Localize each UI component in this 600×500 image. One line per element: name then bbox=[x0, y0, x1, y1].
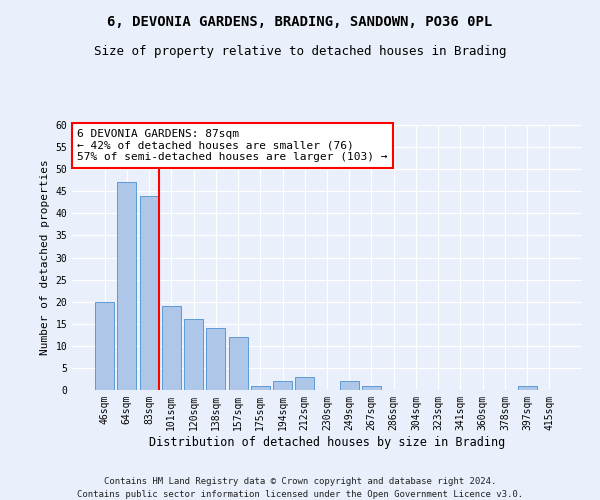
Bar bbox=[229, 337, 248, 390]
Bar bbox=[273, 381, 292, 390]
X-axis label: Distribution of detached houses by size in Brading: Distribution of detached houses by size … bbox=[149, 436, 505, 448]
Bar bbox=[251, 386, 270, 390]
Text: Contains public sector information licensed under the Open Government Licence v3: Contains public sector information licen… bbox=[77, 490, 523, 499]
Bar bbox=[95, 302, 114, 390]
Text: 6, DEVONIA GARDENS, BRADING, SANDOWN, PO36 0PL: 6, DEVONIA GARDENS, BRADING, SANDOWN, PO… bbox=[107, 15, 493, 29]
Text: Size of property relative to detached houses in Brading: Size of property relative to detached ho… bbox=[94, 45, 506, 58]
Bar bbox=[206, 328, 225, 390]
Bar bbox=[118, 182, 136, 390]
Bar bbox=[340, 381, 359, 390]
Bar bbox=[362, 386, 381, 390]
Y-axis label: Number of detached properties: Number of detached properties bbox=[40, 160, 50, 356]
Bar bbox=[295, 377, 314, 390]
Bar bbox=[162, 306, 181, 390]
Bar bbox=[184, 320, 203, 390]
Bar bbox=[518, 386, 536, 390]
Text: 6 DEVONIA GARDENS: 87sqm
← 42% of detached houses are smaller (76)
57% of semi-d: 6 DEVONIA GARDENS: 87sqm ← 42% of detach… bbox=[77, 129, 388, 162]
Bar bbox=[140, 196, 158, 390]
Text: Contains HM Land Registry data © Crown copyright and database right 2024.: Contains HM Land Registry data © Crown c… bbox=[104, 478, 496, 486]
